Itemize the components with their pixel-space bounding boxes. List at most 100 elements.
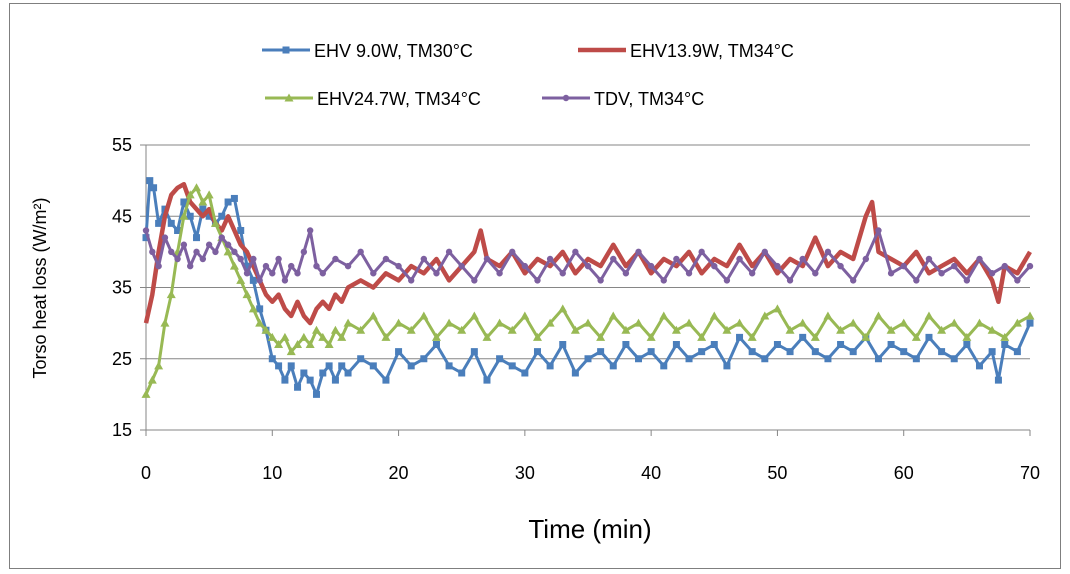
data-point	[994, 376, 1002, 384]
data-point	[407, 362, 415, 370]
data-point	[760, 311, 770, 320]
data-point	[458, 262, 465, 270]
data-point	[167, 219, 175, 227]
data-point	[507, 325, 517, 334]
data-point	[559, 270, 566, 277]
data-point	[330, 325, 340, 334]
legend-item: EHV 9.0W, TM30°C	[262, 41, 473, 61]
data-point	[147, 375, 157, 384]
data-point	[281, 376, 289, 384]
data-point	[1001, 262, 1008, 270]
data-point	[496, 355, 504, 363]
data-point	[198, 197, 208, 206]
data-point	[988, 348, 996, 356]
data-point	[483, 376, 491, 384]
data-point	[229, 261, 239, 270]
data-point	[848, 318, 858, 327]
data-point	[862, 255, 870, 263]
data-point	[445, 248, 453, 256]
y-tick-label: 25	[112, 349, 132, 369]
legend-label: EHV 9.0W, TM30°C	[314, 41, 473, 61]
data-point	[306, 227, 314, 234]
data-point	[810, 332, 820, 341]
data-point	[370, 270, 377, 277]
data-point	[723, 362, 731, 370]
data-point	[420, 355, 428, 363]
data-point	[433, 270, 440, 277]
data-point	[331, 376, 339, 384]
axes	[145, 145, 1031, 436]
data-point	[457, 325, 467, 334]
data-point	[532, 332, 542, 341]
data-point	[248, 304, 258, 313]
data-point	[1025, 311, 1035, 320]
series-2	[141, 183, 1035, 398]
x-tick-label: 30	[515, 463, 535, 483]
data-point	[824, 355, 832, 363]
data-point	[142, 227, 150, 234]
data-point	[369, 362, 377, 370]
data-point	[1001, 341, 1009, 348]
data-point	[1014, 277, 1021, 284]
legend-item: TDV, TM34°C	[542, 89, 704, 109]
data-point	[837, 262, 844, 270]
data-point	[406, 325, 416, 334]
data-point	[911, 332, 921, 341]
data-point	[256, 305, 264, 313]
data-point	[899, 318, 909, 327]
data-point	[294, 270, 301, 277]
data-point	[709, 311, 719, 320]
data-point	[193, 234, 201, 242]
series-group	[141, 177, 1035, 398]
data-point	[887, 341, 895, 348]
data-point	[521, 262, 529, 270]
x-axis-label: Time (min)	[528, 514, 651, 544]
data-point	[408, 277, 415, 284]
data-point	[469, 311, 479, 320]
data-point	[1026, 319, 1034, 327]
data-point	[237, 227, 245, 234]
data-point	[224, 198, 232, 206]
data-point	[761, 355, 769, 363]
data-point	[483, 255, 491, 263]
data-point	[293, 340, 303, 348]
data-point	[962, 332, 972, 341]
data-point	[849, 348, 857, 356]
data-point	[174, 255, 181, 263]
data-point	[559, 341, 567, 348]
data-point	[673, 255, 680, 263]
data-point	[269, 270, 276, 277]
data-point	[887, 270, 895, 277]
data-point	[596, 332, 606, 341]
y-tick-label: 35	[112, 278, 132, 298]
data-point	[583, 318, 593, 327]
data-point	[249, 276, 257, 284]
data-point	[635, 355, 643, 363]
data-point	[180, 198, 188, 206]
data-point	[987, 325, 997, 334]
data-point	[937, 325, 947, 334]
series-1	[143, 181, 1032, 326]
data-point	[723, 277, 731, 284]
x-tick-label: 60	[894, 463, 914, 483]
data-point	[671, 325, 681, 334]
data-point	[149, 248, 156, 256]
y-tick-label: 55	[112, 135, 132, 155]
data-point	[357, 248, 364, 256]
data-point	[610, 255, 617, 263]
data-point	[395, 262, 402, 270]
data-point	[496, 270, 503, 277]
data-point	[432, 341, 440, 348]
data-point	[520, 311, 530, 320]
data-point	[419, 311, 429, 320]
data-point	[811, 348, 819, 356]
data-point	[324, 340, 334, 348]
data-point	[747, 332, 757, 341]
x-tick-labels: 0 10 20 30 40 50 60 70	[141, 463, 1040, 483]
data-point	[284, 93, 294, 102]
data-point	[533, 348, 541, 356]
data-point	[924, 311, 934, 320]
data-point	[886, 325, 896, 334]
data-point	[875, 227, 882, 234]
data-point	[230, 194, 238, 202]
